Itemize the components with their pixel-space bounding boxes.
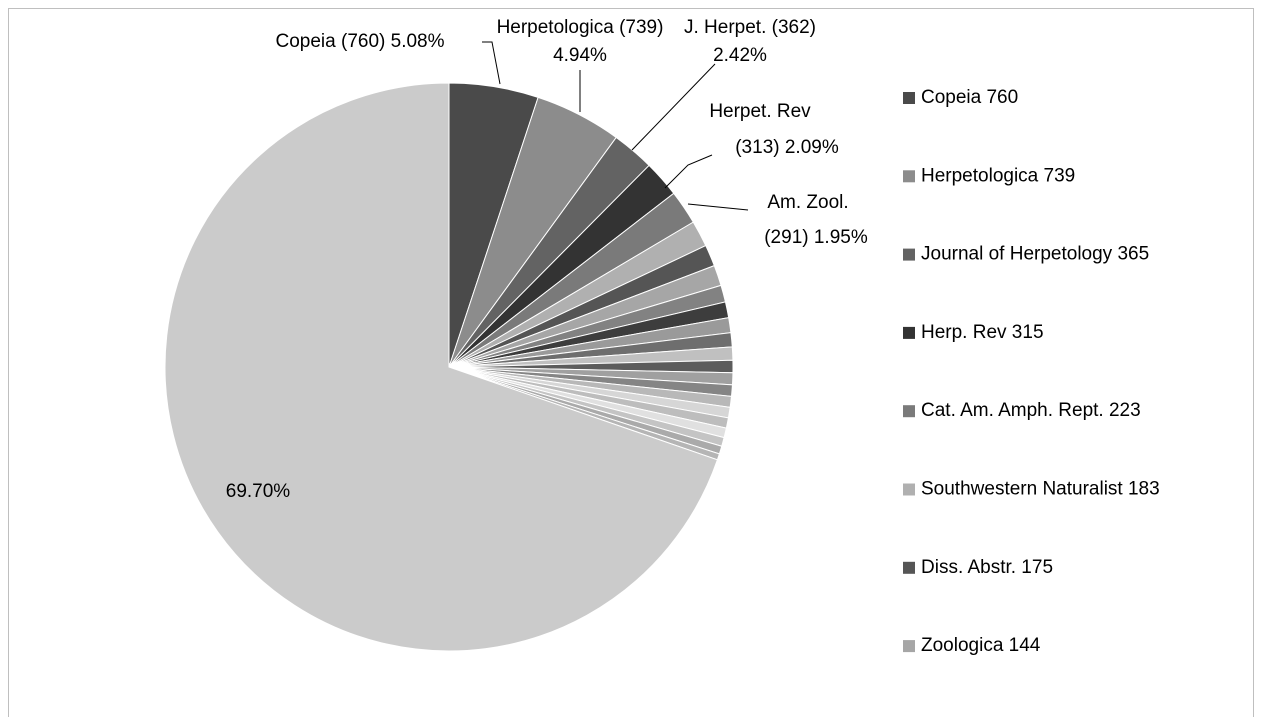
slice-label: (313) 2.09%: [735, 137, 839, 158]
legend-swatch: [903, 248, 915, 261]
legend-swatch: [903, 170, 915, 183]
slice-label: Herpetologica (739): [497, 17, 664, 38]
slice-label: 2.42%: [713, 45, 767, 66]
legend-label: Herpetologica 739: [921, 165, 1075, 186]
slice-label: 69.70%: [226, 481, 291, 502]
slice-label: Am. Zool.: [767, 192, 848, 213]
legend-swatch: [903, 326, 915, 339]
slice-label: Copeia (760) 5.08%: [276, 31, 445, 52]
legend-label: Herp. Rev 315: [921, 322, 1044, 343]
leader-line: [631, 63, 716, 151]
leader-line: [482, 41, 501, 85]
slice-label: Herpet. Rev: [709, 101, 811, 122]
legend-label: Copeia 760: [921, 87, 1018, 108]
slice-label: (291) 1.95%: [764, 227, 868, 248]
legend-label: Cat. Am. Amph. Rept. 223: [921, 400, 1141, 421]
legend-swatch: [903, 405, 915, 418]
legend-swatch: [903, 640, 915, 653]
legend-label: Southwestern Naturalist 183: [921, 479, 1160, 500]
slice-label: 4.94%: [553, 45, 607, 66]
legend-label: Journal of Herpetology 365: [921, 244, 1149, 265]
legend-swatch: [903, 92, 915, 104]
slice-label: J. Herpet. (362): [684, 17, 816, 38]
chart-border: [8, 8, 1254, 717]
leader-line: [687, 203, 749, 211]
leader-line: [664, 154, 713, 189]
legend-label: Zoologica 144: [921, 635, 1041, 656]
legend-swatch: [903, 561, 915, 574]
legend-swatch: [903, 483, 915, 496]
legend-label: Diss. Abstr. 175: [921, 557, 1053, 578]
pie-slice: [164, 82, 719, 652]
